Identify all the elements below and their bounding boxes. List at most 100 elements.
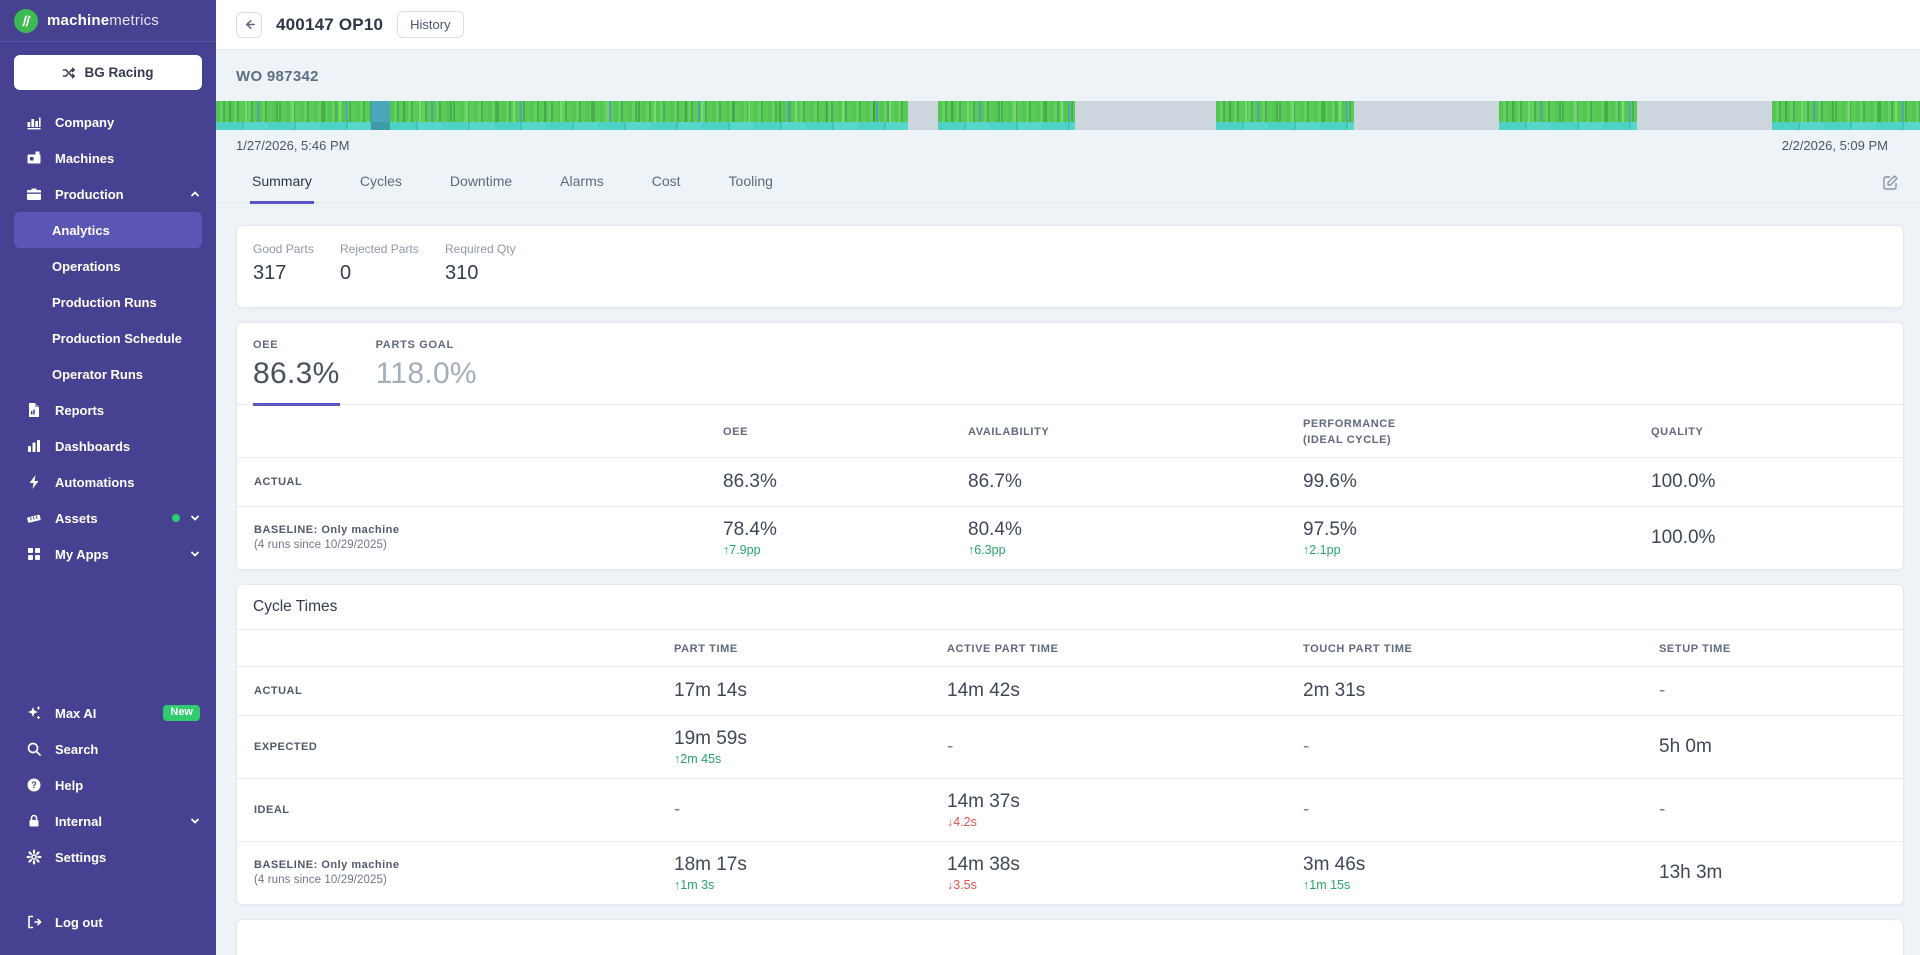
sidebar-item-label: Production bbox=[55, 186, 124, 202]
partial-card bbox=[236, 918, 1904, 955]
sidebar-item-label: Assets bbox=[55, 510, 98, 526]
timeline-segment-gray[interactable] bbox=[1354, 101, 1499, 130]
tab-bar: Summary Cycles Downtime Alarms Cost Tool… bbox=[216, 163, 1920, 204]
sparkles-icon bbox=[26, 705, 42, 721]
sidebar-item-logout[interactable]: Log out bbox=[0, 904, 216, 940]
stat-label: Good Parts bbox=[253, 242, 314, 256]
sidebar-item-search[interactable]: Search bbox=[0, 731, 216, 767]
stat-value: 0 bbox=[340, 262, 352, 284]
sidebar-item-label: Company bbox=[55, 114, 115, 130]
table-row: BASELINE: Only machine (4 runs since 10/… bbox=[237, 840, 1903, 904]
parts-summary-card: Good Parts 317 Rejected Parts 0 Required… bbox=[236, 225, 1904, 308]
workorder-label: WO 987342 bbox=[236, 68, 319, 85]
sidebar-item-label: Analytics bbox=[52, 222, 110, 238]
timeline-segment-gray[interactable] bbox=[1637, 101, 1772, 130]
delta-up: ↑7.9pp bbox=[723, 542, 761, 557]
tab-alarms[interactable]: Alarms bbox=[560, 173, 604, 189]
timeline-segment-teal-block[interactable] bbox=[371, 101, 390, 130]
sidebar-item-internal[interactable]: Internal bbox=[0, 803, 216, 839]
sidebar-item-help[interactable]: ? Help bbox=[0, 767, 216, 803]
column-header: PART TIME bbox=[674, 642, 738, 655]
timeline-segment-green[interactable] bbox=[1499, 101, 1637, 130]
tab-cycles[interactable]: Cycles bbox=[359, 173, 402, 189]
metric-tab-parts-goal[interactable]: PARTS GOAL 118.0% bbox=[376, 339, 477, 406]
required-qty-stat: Required Qty 310 bbox=[445, 242, 516, 285]
delta-up: ↑2.1pp bbox=[1303, 542, 1341, 557]
edit-icon[interactable] bbox=[1882, 174, 1900, 192]
sidebar-item-analytics[interactable]: Analytics bbox=[14, 212, 202, 248]
metric-tab-oee[interactable]: OEE 86.3% bbox=[253, 339, 340, 406]
reports-icon bbox=[26, 402, 42, 418]
timeline-segment-green[interactable] bbox=[1216, 101, 1354, 130]
sidebar-item-operator-runs[interactable]: Operator Runs bbox=[0, 356, 216, 392]
timeline-segment-green[interactable] bbox=[938, 101, 1074, 130]
sidebar-nav: Company Machines Production Analytics bbox=[0, 104, 216, 572]
automations-icon bbox=[26, 474, 42, 490]
sidebar-item-my-apps[interactable]: My Apps bbox=[0, 536, 216, 572]
sidebar-item-production-runs[interactable]: Production Runs bbox=[0, 284, 216, 320]
metric-label: PARTS GOAL bbox=[375, 339, 454, 351]
sidebar: machinemetrics BG Racing Company bbox=[0, 0, 216, 955]
timeline-segment-green[interactable] bbox=[216, 101, 371, 130]
company-icon bbox=[26, 114, 42, 130]
timeline-track bbox=[216, 101, 1920, 130]
sidebar-item-max-ai[interactable]: Max AI New bbox=[0, 695, 216, 731]
page-title: 400147 OP10 bbox=[276, 14, 384, 34]
tab-cost[interactable]: Cost bbox=[651, 173, 681, 189]
machinemetrics-logo-icon bbox=[14, 8, 38, 33]
sidebar-item-automations[interactable]: Automations bbox=[0, 464, 216, 500]
sidebar-item-dashboards[interactable]: Dashboards bbox=[0, 428, 216, 464]
sidebar-item-label: Max AI bbox=[55, 705, 97, 721]
oee-table-header: OEE AVAILABILITY PERFORMANCE (IDEAL CYCLE… bbox=[237, 405, 1903, 457]
metric-value: 118.0% bbox=[375, 357, 477, 390]
assets-status-dot bbox=[172, 514, 180, 522]
sidebar-item-label: Automations bbox=[55, 474, 135, 490]
sidebar-item-reports[interactable]: Reports bbox=[0, 392, 216, 428]
delta-up: ↑2m 45s bbox=[674, 751, 722, 766]
column-header: PERFORMANCE (IDEAL CYCLE) bbox=[1303, 418, 1396, 446]
sidebar-item-assets[interactable]: Assets bbox=[0, 500, 216, 536]
timeline-segment-gray[interactable] bbox=[908, 101, 939, 130]
help-icon: ? bbox=[26, 777, 42, 793]
timeline-segment-green[interactable] bbox=[1772, 101, 1920, 130]
timeline-segment-green[interactable] bbox=[390, 101, 908, 130]
machines-icon bbox=[26, 150, 42, 166]
delta-up: ↑6.3pp bbox=[968, 542, 1006, 557]
logo[interactable]: machinemetrics bbox=[0, 0, 216, 42]
back-button[interactable] bbox=[236, 11, 262, 38]
sidebar-item-machines[interactable]: Machines bbox=[0, 140, 216, 176]
top-header: 400147 OP10 History bbox=[216, 0, 1920, 50]
cycle-times-title-row: Cycle Times bbox=[237, 585, 1903, 630]
metric-tab-bar: OEE 86.3% PARTS GOAL 118.0% bbox=[237, 323, 1903, 406]
sidebar-footer-nav: Max AI New Search ? Help Internal bbox=[0, 695, 216, 955]
timeline-segment-gray[interactable] bbox=[1075, 101, 1216, 130]
delta-down: ↓4.2s bbox=[947, 814, 977, 829]
svg-text:?: ? bbox=[31, 780, 37, 790]
sidebar-item-label: Production Schedule bbox=[52, 330, 183, 346]
table-row: IDEAL - 14m 37s ↓4.2s - - bbox=[237, 777, 1903, 841]
tab-tooling[interactable]: Tooling bbox=[728, 173, 773, 189]
assets-icon bbox=[26, 510, 42, 526]
rejected-parts-stat: Rejected Parts 0 bbox=[340, 242, 445, 285]
org-name: BG Racing bbox=[84, 65, 154, 80]
sidebar-item-label: Log out bbox=[55, 914, 103, 930]
org-switcher-button[interactable]: BG Racing bbox=[14, 55, 202, 90]
tab-downtime[interactable]: Downtime bbox=[449, 173, 513, 189]
sidebar-item-company[interactable]: Company bbox=[0, 104, 216, 140]
sidebar-item-production[interactable]: Production bbox=[0, 176, 216, 212]
sidebar-item-label: My Apps bbox=[55, 546, 109, 562]
timeline-end-date: 2/2/2026, 5:09 PM bbox=[1781, 138, 1888, 153]
metric-label: OEE bbox=[253, 339, 279, 351]
column-header: AVAILABILITY bbox=[968, 425, 1050, 438]
tab-summary[interactable]: Summary bbox=[250, 173, 314, 204]
sidebar-item-settings[interactable]: Settings bbox=[0, 839, 216, 875]
chevron-up-icon bbox=[190, 189, 200, 199]
history-button[interactable]: History bbox=[397, 11, 464, 38]
sidebar-item-label: Settings bbox=[55, 849, 107, 865]
brand-text: machinemetrics bbox=[47, 12, 159, 29]
new-badge: New bbox=[163, 705, 200, 721]
table-row: ACTUAL 17m 14s 14m 42s 2m 31s - bbox=[237, 665, 1903, 715]
sidebar-item-production-schedule[interactable]: Production Schedule bbox=[0, 320, 216, 356]
sidebar-item-operations[interactable]: Operations bbox=[0, 248, 216, 284]
timeline-start-date: 1/27/2026, 5:46 PM bbox=[236, 138, 350, 153]
